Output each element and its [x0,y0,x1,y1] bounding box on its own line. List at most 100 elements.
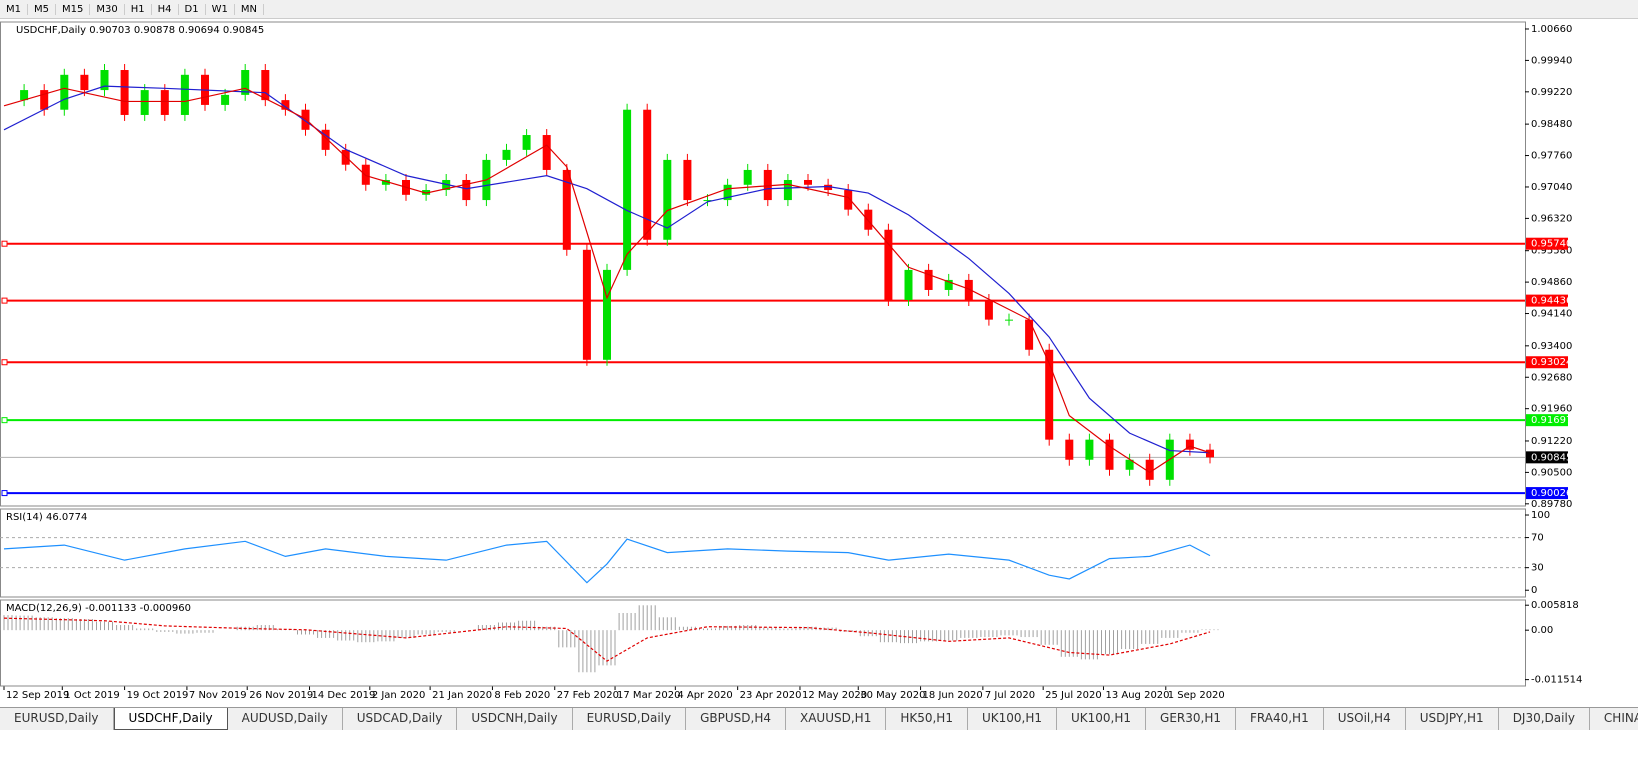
timeframe-button[interactable]: MN [235,3,264,15]
candle-body [381,179,390,185]
panel-frame [0,508,1526,598]
candle-body [683,159,692,201]
y-tick-label: 0.94860 [1531,277,1572,288]
x-tick-label: 1 Sep 2020 [1168,690,1225,701]
candle-body [160,90,169,115]
level-label-box [1526,237,1568,250]
y-tick-label: 0.91960 [1531,404,1572,415]
panel-frame [0,599,1526,687]
level-handle [1,297,8,304]
x-tick-label: 18 Jun 2020 [923,690,983,701]
candle-body [301,109,310,130]
y-tick-label: 0.005818 [1531,600,1579,611]
y-tick-label: 0.99940 [1531,55,1572,66]
candle-body [582,249,591,360]
y-tick-label: 0.99220 [1531,87,1572,98]
candle-body [904,269,913,301]
y-tick-label: 0.92680 [1531,372,1572,383]
level-handle [1,417,8,424]
candle-body [783,179,792,201]
level-handle [1,359,8,366]
candle-body [1005,319,1013,321]
chart-tab[interactable]: UK100,H1 [1057,708,1147,730]
candle-body [964,279,973,301]
candle-body [864,209,873,230]
candle-body [643,109,652,240]
chart-tab[interactable]: FRA40,H1 [1236,708,1324,730]
candle-body [261,70,270,101]
panel-frame [0,21,1526,507]
timeframe-button[interactable]: M30 [90,3,125,15]
x-tick-label: 30 May 2020 [860,690,925,701]
chart-tab[interactable]: USDCHF,Daily [113,708,228,730]
candle-body [1145,459,1154,480]
y-tick-label: 0.98480 [1531,119,1572,130]
candle-body [924,269,933,290]
chart-tab[interactable]: DJ30,Daily [1499,708,1590,730]
chart-tab[interactable]: UK100,H1 [968,708,1057,730]
candle-body [944,279,953,290]
x-tick-label: 23 Apr 2020 [740,690,802,701]
level-label-box [1526,414,1568,427]
candle-body [1105,439,1114,470]
chart-tab[interactable]: GBPUSD,H4 [686,708,786,730]
candle-body [743,169,752,185]
chart-tab[interactable]: EURUSD,Daily [0,708,114,730]
chart-tab[interactable]: AUDUSD,Daily [228,708,343,730]
current-price-box [1526,451,1568,464]
chart-tab[interactable]: GER30,H1 [1146,708,1236,730]
timeframe-button[interactable]: H1 [125,3,152,15]
x-tick-label: 19 Oct 2019 [127,690,189,701]
chart-tab[interactable]: EURUSD,Daily [573,708,687,730]
candle-body [180,74,189,115]
candle-body [1025,319,1034,350]
rsi-line [3,538,1211,584]
candle-body [361,164,370,185]
y-tick-label: 0.97040 [1531,182,1572,193]
candle-body [321,129,330,150]
candle-body [1045,349,1054,440]
candle-body [1125,459,1134,470]
candle-body [241,70,250,95]
timeframe-button[interactable]: D1 [179,3,206,15]
candle-body [140,90,149,115]
candle-body [40,90,49,110]
y-tick-label: 70 [1531,533,1544,544]
chart-tab[interactable]: USDCNH,Daily [457,708,573,730]
level-label: 0.90026 [1531,488,1572,499]
candle-body [603,269,611,360]
x-tick-label: 27 Feb 2020 [557,690,619,701]
chart-tab[interactable]: XAUUSD,H1 [786,708,887,730]
chart-tab[interactable]: USOil,H4 [1324,708,1406,730]
timeframe-button[interactable]: H4 [152,3,179,15]
x-tick-label: 25 Jul 2020 [1045,690,1102,701]
candle-body [80,74,89,91]
level-label: 0.93024 [1531,357,1572,368]
level-label: 0.94436 [1531,296,1572,307]
timeframe-button[interactable]: W1 [206,3,235,15]
chart-tab[interactable]: CHINA300,H1 [1590,708,1638,730]
level-label: 0.95740 [1531,239,1572,250]
x-tick-label: 1 Oct 2019 [64,690,119,701]
x-tick-label: 12 May 2020 [802,690,867,701]
chart-tab[interactable]: HK50,H1 [886,708,968,730]
timeframe-button[interactable]: M15 [56,3,91,15]
candle-body [100,70,109,91]
indicator-title: MACD(12,26,9) -0.001133 -0.000960 [6,603,191,614]
candle-body [221,94,230,105]
moving-average [3,85,1211,454]
candle-body [1085,439,1094,460]
x-tick-label: 7 Jul 2020 [985,690,1035,701]
chart-tab[interactable]: USDJPY,H1 [1406,708,1499,730]
macd-signal [3,617,1211,662]
x-tick-label: 26 Nov 2019 [249,690,313,701]
chart-tab[interactable]: USDCAD,Daily [343,708,458,730]
candle-body [1065,439,1074,460]
candle-body [844,190,853,210]
y-tick-label: 0.95580 [1531,246,1572,257]
timeframe-button[interactable]: M5 [28,3,56,15]
timeframe-button[interactable]: M1 [0,3,28,15]
chart-tabs: EURUSD,Daily USDCHF,Daily AUDUSD,Daily USDC… [0,707,1638,730]
